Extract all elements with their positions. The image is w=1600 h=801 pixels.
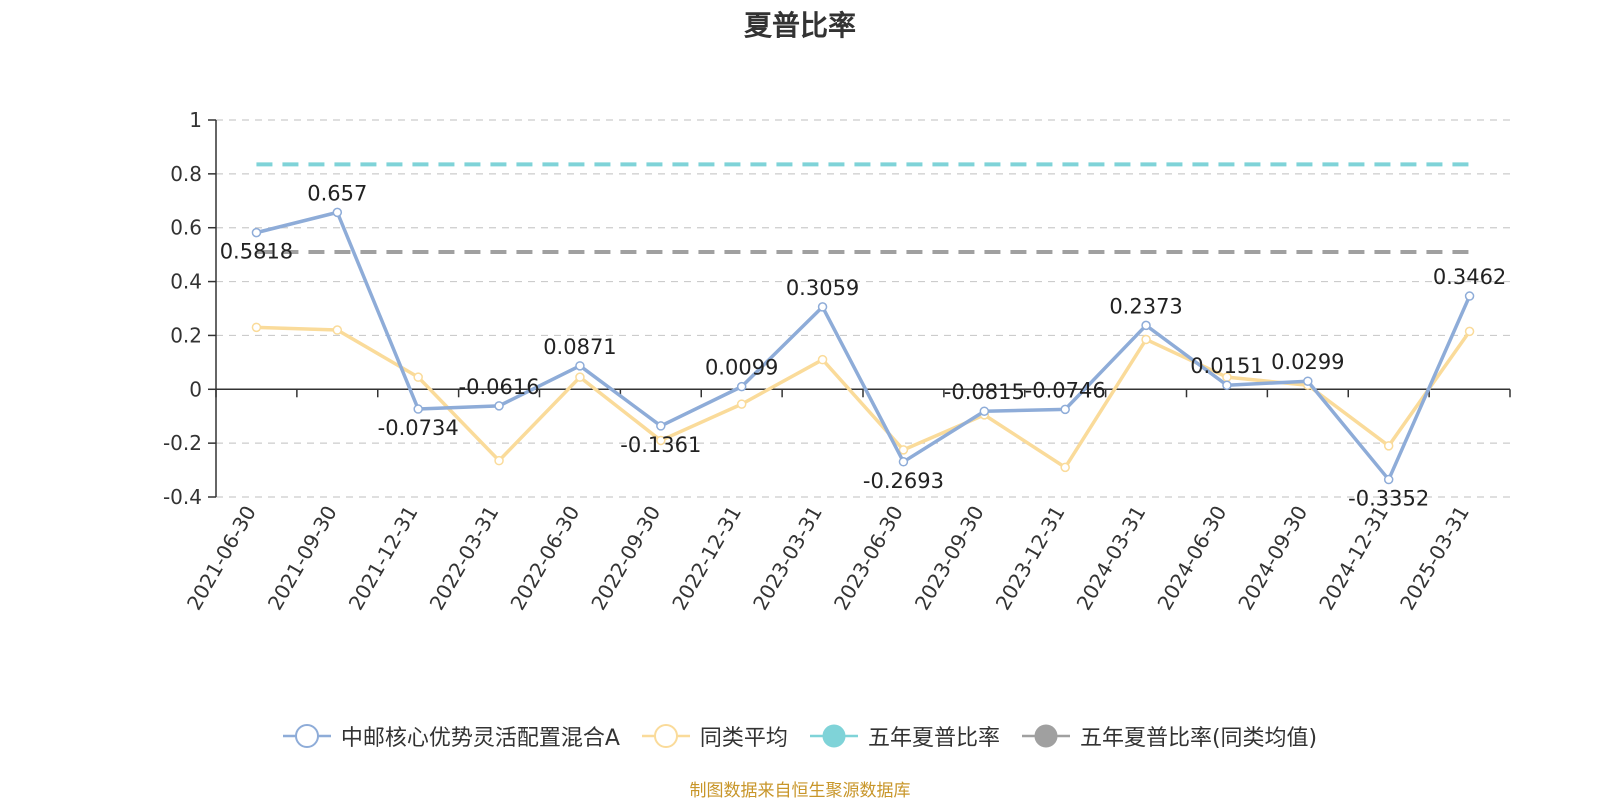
fund-point <box>575 361 585 371</box>
data-label: -0.0815 <box>944 380 1025 404</box>
data-label: 0.0871 <box>543 335 616 359</box>
fund-point <box>251 227 262 238</box>
hollow-circle-legend-icon <box>641 724 690 748</box>
data-label: 0.2373 <box>1109 294 1182 318</box>
fund-point <box>1060 404 1070 415</box>
fund-point <box>332 207 343 218</box>
data-label: -0.2693 <box>863 469 944 493</box>
data-label: 0.0151 <box>1190 354 1263 378</box>
y-tick-label: 0.4 <box>170 270 202 294</box>
fund-point <box>898 457 909 467</box>
fund-point <box>1383 474 1394 485</box>
fund-point <box>656 421 666 431</box>
legend-item[interactable]: 五年夏普比率 <box>809 720 1000 752</box>
x-tick-label: 2022-06-30 <box>505 502 584 615</box>
peer-average-point <box>656 435 666 446</box>
peer-average-point <box>251 322 262 333</box>
y-tick-label: 0.6 <box>170 216 202 240</box>
x-tick-label: 2022-09-30 <box>586 502 665 615</box>
chart-title: 夏普比率 <box>743 9 856 42</box>
legend-label: 五年夏普比率(同类均值) <box>1079 726 1318 751</box>
fund-point <box>1464 291 1475 301</box>
data-label: -0.0616 <box>459 375 540 399</box>
hollow-circle-legend-icon <box>282 724 331 748</box>
x-tick-label: 2024-09-30 <box>1233 502 1312 615</box>
fund-point <box>1303 376 1313 386</box>
peer-average-point <box>332 325 343 335</box>
peer-average-point <box>736 399 747 409</box>
y-tick-label: -0.2 <box>163 431 202 455</box>
y-tick-label: 0.8 <box>170 162 202 186</box>
peer-average-point <box>1464 326 1475 337</box>
data-label: -0.0734 <box>378 416 459 440</box>
x-tick-label: 2022-03-31 <box>424 502 503 615</box>
fund-point <box>494 401 504 411</box>
x-tick-label: 2024-12-31 <box>1314 502 1393 615</box>
x-tick-label: 2024-06-30 <box>1152 502 1231 615</box>
peer-average-point <box>1383 441 1394 451</box>
y-tick-label: 1 <box>189 108 202 132</box>
data-label: 0.657 <box>307 181 367 205</box>
peer-average-point <box>494 455 504 466</box>
x-tick-label: 2023-09-30 <box>910 502 989 615</box>
x-tick-label: 2023-03-31 <box>748 502 827 615</box>
legend-label: 同类平均 <box>699 726 788 751</box>
fund-point <box>736 381 747 392</box>
data-label: 0.5818 <box>220 240 293 264</box>
peer-average-point <box>817 354 828 365</box>
data-label: -0.0746 <box>1025 378 1106 402</box>
peer-average-point <box>898 445 909 455</box>
y-tick-label: 0 <box>189 377 202 401</box>
legend-label: 五年夏普比率 <box>867 726 1000 751</box>
peer-average-point <box>575 372 585 382</box>
peer-average-point <box>1141 334 1151 345</box>
data-label: 0.3059 <box>786 276 859 300</box>
data-source-note: 制图数据来自恒生聚源数据库 <box>689 781 911 801</box>
fund-point <box>1222 380 1232 390</box>
data-label: 0.0099 <box>705 356 778 380</box>
data-label: -0.1361 <box>620 433 701 457</box>
peer-average-point <box>413 372 423 382</box>
x-tick-label: 2023-06-30 <box>829 502 908 615</box>
y-tick-label: -0.4 <box>163 485 202 509</box>
legend-item[interactable]: 中邮核心优势灵活配置混合A <box>282 720 620 752</box>
x-tick-label: 2023-12-31 <box>991 502 1070 615</box>
fund-line <box>256 210 1472 482</box>
x-tick-label: 2021-06-30 <box>182 502 261 615</box>
fund-point <box>817 302 828 312</box>
x-tick-label: 2025-03-31 <box>1395 502 1474 615</box>
legend: 中邮核心优势灵活配置混合A 同类平均 五年夏普比率 五年夏普比率(同类均值) <box>0 720 1600 752</box>
x-tick-label: 2022-12-31 <box>667 502 746 615</box>
legend-item[interactable]: 五年夏普比率(同类均值) <box>1021 720 1318 752</box>
filled-circle-legend-icon <box>1021 724 1070 748</box>
data-label: -0.3352 <box>1348 487 1429 511</box>
data-label: 0.0299 <box>1271 350 1344 374</box>
x-tick-label: 2021-12-31 <box>344 502 423 615</box>
peer-average-line <box>256 325 1471 470</box>
fund-point <box>413 404 423 414</box>
peer-average-point <box>1060 462 1070 473</box>
data-label: 0.3462 <box>1433 265 1506 289</box>
x-tick-label: 2021-09-30 <box>263 502 342 615</box>
x-tick-label: 2024-03-31 <box>1071 502 1150 615</box>
legend-item[interactable]: 同类平均 <box>641 720 788 752</box>
fund-point <box>1141 320 1151 331</box>
y-tick-label: 0.2 <box>170 323 202 347</box>
filled-circle-legend-icon <box>809 724 858 748</box>
legend-label: 中邮核心优势灵活配置混合A <box>340 726 620 751</box>
fund-point <box>979 406 990 416</box>
